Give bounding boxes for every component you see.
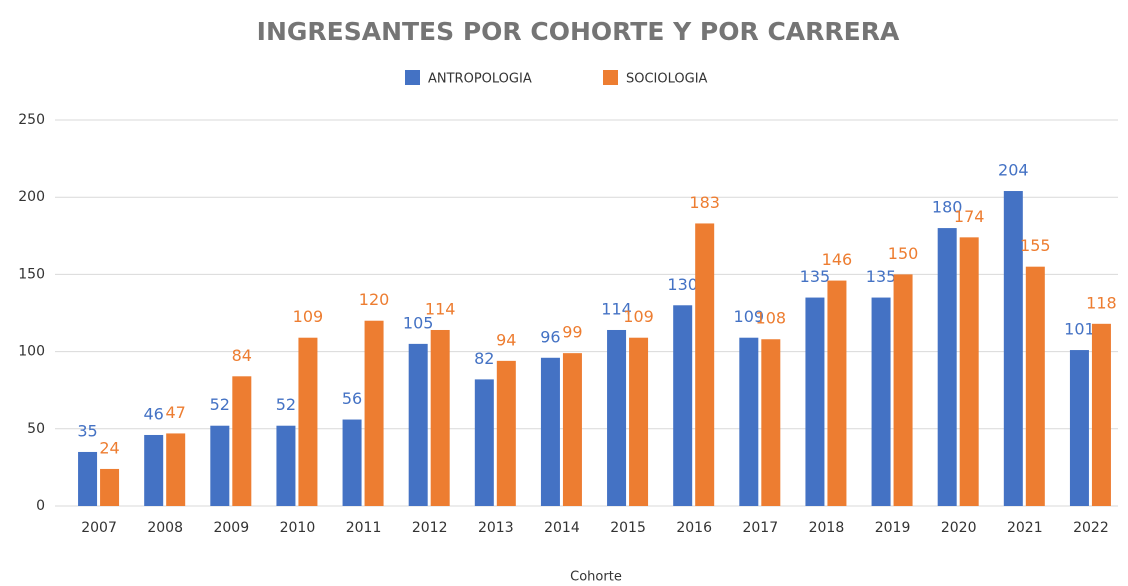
bar (893, 274, 913, 506)
y-tick-label: 250 (18, 112, 45, 128)
x-tick-label: 2011 (346, 520, 382, 536)
bar (1003, 191, 1023, 507)
value-label: 135 (800, 267, 831, 286)
value-label: 35 (77, 421, 97, 440)
bar (100, 468, 120, 506)
x-tick-label: 2019 (875, 520, 911, 536)
value-label: 109 (623, 307, 654, 326)
x-tick-label: 2009 (213, 520, 249, 536)
x-tick-label: 2012 (412, 520, 448, 536)
x-tick-label: 2013 (478, 520, 514, 536)
value-label: 52 (276, 395, 296, 414)
bar (562, 353, 582, 506)
bar (827, 280, 847, 506)
value-label: 109 (293, 307, 324, 326)
legend-swatch (405, 70, 420, 85)
x-tick-label: 2010 (280, 520, 316, 536)
y-tick-label: 200 (18, 189, 45, 205)
x-axis-title: Cohorte (570, 570, 622, 585)
bar (629, 337, 649, 506)
bar (342, 419, 362, 506)
value-label: 146 (822, 250, 853, 269)
bar (408, 343, 428, 506)
y-tick-label: 100 (18, 344, 45, 360)
bar (166, 433, 186, 506)
chart-title: INGRESANTES POR COHORTE Y POR CARRERA (257, 17, 900, 46)
value-label: 150 (888, 244, 919, 263)
bar (474, 379, 494, 506)
bar (232, 376, 252, 506)
x-tick-label: 2018 (809, 520, 845, 536)
bar (937, 228, 957, 506)
value-label: 118 (1086, 293, 1117, 312)
value-label: 46 (144, 404, 164, 423)
value-label: 52 (210, 395, 230, 414)
value-label: 155 (1020, 236, 1051, 255)
y-tick-label: 0 (36, 498, 45, 514)
value-label: 204 (998, 161, 1029, 180)
bar (276, 425, 296, 506)
legend-swatch (603, 70, 618, 85)
bar (871, 297, 891, 506)
value-label: 114 (601, 299, 632, 318)
x-tick-label: 2015 (610, 520, 646, 536)
x-tick-label: 2008 (147, 520, 183, 536)
bar (959, 237, 979, 506)
bar (739, 337, 759, 506)
bar (78, 451, 98, 506)
value-label: 135 (866, 267, 897, 286)
legend-label: ANTROPOLOGIA (428, 72, 532, 87)
legend-label: SOCIOLOGIA (626, 72, 708, 87)
value-label: 105 (403, 313, 434, 332)
value-label: 101 (1064, 320, 1095, 339)
value-label: 24 (99, 438, 119, 457)
bar (210, 425, 230, 506)
value-label: 120 (359, 290, 390, 309)
x-tick-label: 2014 (544, 520, 580, 536)
x-tick-label: 2021 (1007, 520, 1043, 536)
bar (1069, 350, 1089, 506)
bar (298, 337, 318, 506)
bar (805, 297, 825, 506)
x-tick-label: 2017 (742, 520, 778, 536)
bar (540, 357, 560, 506)
x-tick-label: 2022 (1073, 520, 1109, 536)
value-label: 109 (734, 307, 765, 326)
value-label: 183 (689, 193, 720, 212)
x-tick-label: 2020 (941, 520, 977, 536)
value-label: 130 (667, 275, 698, 294)
bar (1091, 323, 1111, 506)
value-label: 84 (232, 346, 252, 365)
value-label: 99 (562, 323, 582, 342)
value-label: 56 (342, 389, 362, 408)
value-label: 180 (932, 198, 963, 217)
bar (430, 329, 450, 506)
value-label: 82 (474, 349, 494, 368)
value-label: 96 (540, 327, 560, 346)
value-label: 47 (166, 403, 186, 422)
bar (496, 360, 516, 506)
bar (607, 329, 627, 506)
y-tick-label: 150 (18, 266, 45, 282)
y-tick-label: 50 (27, 421, 45, 437)
value-label: 174 (954, 207, 985, 226)
x-tick-label: 2016 (676, 520, 712, 536)
value-label: 114 (425, 299, 456, 318)
bar (695, 223, 715, 506)
bar (761, 339, 781, 506)
bar (364, 320, 384, 506)
value-label: 94 (496, 330, 516, 349)
bar (673, 305, 693, 506)
bar (1025, 266, 1045, 506)
bar (144, 434, 164, 506)
x-tick-label: 2007 (81, 520, 117, 536)
value-label: 108 (756, 309, 787, 328)
